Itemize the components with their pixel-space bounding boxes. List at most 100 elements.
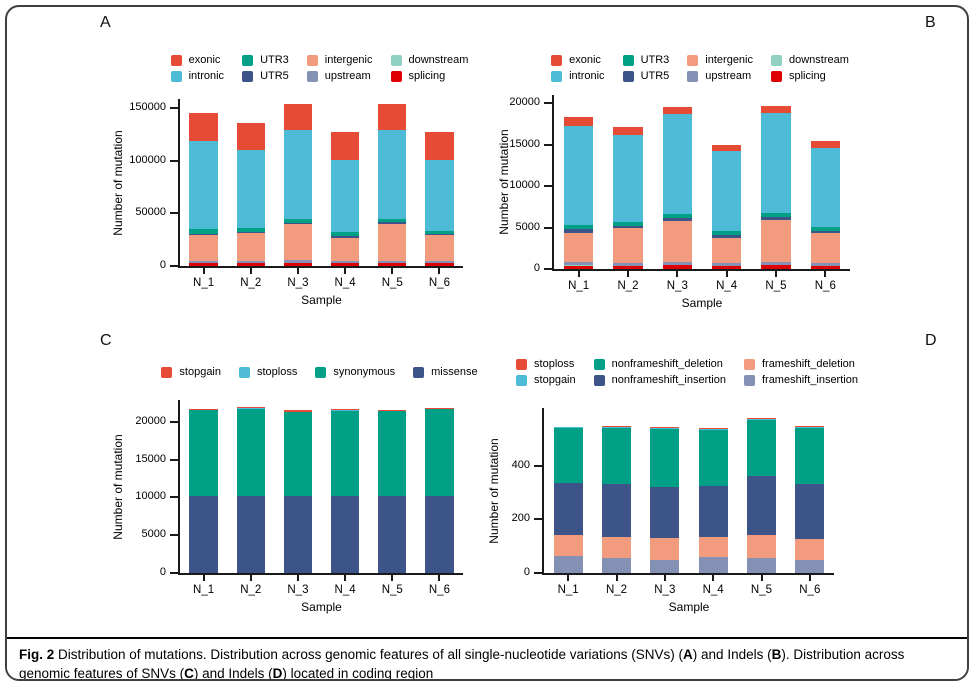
x-axis-tick: [391, 268, 394, 274]
y-axis-tick-label: 50000: [135, 206, 166, 219]
segment-intronic: [613, 134, 643, 222]
bar-slot: [689, 408, 737, 573]
x-axis-tick: [577, 271, 580, 277]
x-category-label: N_2: [240, 584, 262, 596]
segment-stoploss: [746, 417, 776, 419]
legend-item-frameshift_insertion: frameshift_insertion: [743, 373, 858, 387]
stacked-bar-c-N_6: [425, 400, 454, 573]
bars-area: [544, 408, 834, 573]
segment-UTR3: [330, 231, 360, 236]
panel-b-label: B: [925, 14, 936, 31]
segment-synonymous: [189, 409, 218, 496]
legend-label: frameshift_deletion: [761, 358, 855, 370]
legend-item-upstream: upstream: [306, 69, 373, 83]
bar-slot: [369, 400, 416, 573]
segment-UTR5: [378, 222, 407, 224]
x-category-label: N_1: [193, 277, 215, 289]
panel-a-x-axis-title: Sample: [301, 293, 342, 307]
x-category-label: N_6: [428, 277, 450, 289]
segment-nonframeshift_deletion: [795, 427, 825, 485]
segment-UTR5: [189, 233, 218, 236]
legend-label: upstream: [324, 70, 371, 82]
segment-missense: [283, 496, 313, 573]
legend-column: downstream splicing: [771, 53, 849, 83]
x-category-label: N_6: [799, 584, 821, 596]
legend-swatch-upstream: [306, 70, 318, 82]
y-axis-tick-label: 150000: [129, 100, 166, 113]
x-category-label: N_4: [334, 277, 356, 289]
segment-stopgain: [746, 418, 776, 420]
x-category-labels: N_1 N_2 N_3 N_4 N_5 N_6: [180, 277, 463, 289]
y-axis-tick: [170, 458, 178, 461]
panel-b-legend: exonic intronic UTR3 UTR5 intergenic upstream…: [551, 53, 849, 83]
x-category-label: N_2: [240, 277, 262, 289]
legend-item-intronic: intronic: [170, 69, 224, 83]
panel-b: B exonic intronic UTR3 UTR5 intergenic upstre…: [487, 7, 967, 325]
bar-slot: [180, 400, 227, 573]
x-category-label: N_1: [568, 280, 590, 292]
caption-text: ). Distribution across genomic features …: [19, 647, 905, 681]
segment-frameshift_insertion: [553, 556, 583, 573]
segment-exonic: [761, 105, 791, 114]
segment-intergenic: [378, 223, 407, 261]
x-axis-tick: [344, 268, 347, 274]
segment-UTR5: [810, 230, 841, 234]
bar-slot: [227, 99, 274, 266]
legend-swatch-downstream: [390, 54, 402, 66]
legend-item-intronic: intronic: [551, 69, 605, 83]
segment-stopgain: [650, 428, 680, 429]
segment-intronic: [236, 150, 265, 228]
bar-slot: [416, 400, 463, 573]
segment-stopgain: [283, 410, 313, 412]
legend-label: exonic: [188, 54, 221, 66]
segment-frameshift_deletion: [553, 535, 583, 557]
segment-nonframeshift_deletion: [698, 429, 728, 486]
segment-synonymous: [378, 411, 407, 497]
segment-exonic: [189, 113, 218, 141]
x-category-label: N_5: [381, 584, 403, 596]
legend-label: stoploss: [257, 366, 298, 378]
legend-label: synonymous: [333, 366, 396, 378]
segment-intronic: [711, 151, 742, 231]
legend-item-stopgain: stopgain: [161, 365, 221, 379]
segment-stopgain: [378, 410, 407, 412]
segment-frameshift_insertion: [698, 557, 728, 573]
legend-swatch-frameshift_insertion: [743, 374, 755, 386]
y-axis-tick: [170, 496, 178, 499]
x-category-label: N_3: [654, 584, 676, 596]
bar-slot: [801, 95, 850, 269]
segment-nonframeshift_deletion: [650, 428, 680, 487]
legend-label: UTR3: [260, 54, 289, 66]
bar-slot: [786, 408, 834, 573]
x-category-label: N_3: [666, 280, 688, 292]
legend-item-UTR3: UTR3: [242, 53, 289, 67]
caption-text: ) and Indels (: [692, 647, 772, 662]
segment-frameshift_deletion: [602, 536, 631, 558]
legend-column: stoploss stopgain: [516, 357, 576, 387]
y-axis-tick: [544, 185, 552, 188]
panel-b-plot: Number of mutation Sample 0 5000 10000 1500…: [497, 95, 850, 310]
legend-label: UTR5: [640, 70, 670, 82]
legend-column: nonframeshift_deletion nonframeshift_inse…: [593, 357, 726, 387]
segment-exonic: [236, 122, 265, 151]
segment-exonic: [425, 132, 454, 161]
legend-label: UTR3: [640, 54, 670, 66]
segment-splicing: [662, 265, 693, 269]
caption-bold-text: D: [272, 665, 283, 681]
x-category-label: N_4: [716, 280, 738, 292]
panel-a-label: A: [100, 14, 111, 31]
legend-label: downstream: [789, 54, 849, 66]
segment-frameshift_deletion: [650, 537, 680, 560]
segment-intergenic: [761, 220, 791, 262]
legend-swatch-exonic: [170, 54, 182, 66]
segment-UTR3: [283, 218, 313, 223]
caption-text: ) located in coding region: [282, 665, 434, 681]
bars-area: [554, 95, 850, 269]
bar-slot: [641, 408, 689, 573]
y-axis-tick-label: 10000: [509, 179, 540, 192]
y-axis-tick-label: 0: [159, 259, 166, 271]
legend-swatch-stopgain: [516, 374, 528, 386]
segment-stopgain: [602, 426, 631, 428]
legend-swatch-intergenic: [687, 54, 699, 66]
segment-exonic: [662, 106, 693, 115]
